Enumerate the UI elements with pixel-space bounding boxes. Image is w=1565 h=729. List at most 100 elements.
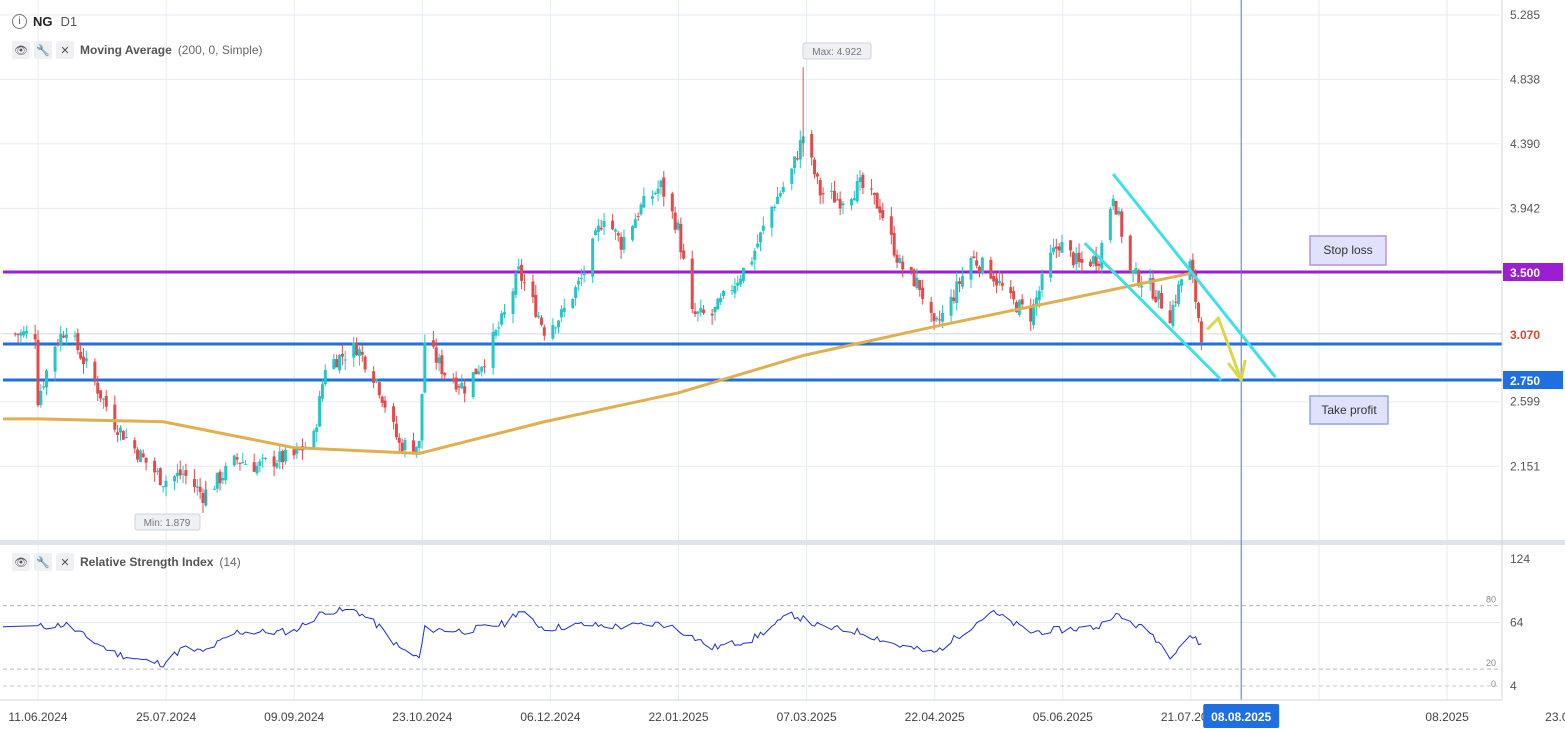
candle-body xyxy=(76,333,80,350)
candle-body xyxy=(79,351,83,359)
eye-icon[interactable]: 👁 xyxy=(12,41,30,59)
candle-body xyxy=(101,398,105,400)
time-tick-label: 05.06.2025 xyxy=(1033,710,1093,724)
candle-body xyxy=(676,222,680,230)
rsi-indicator-header: 👁 🔧 ✕ Relative Strength Index (14) xyxy=(12,553,241,571)
candle-body xyxy=(1074,253,1078,265)
candle-body xyxy=(84,358,88,362)
candle-body xyxy=(45,370,49,388)
stop-loss-label[interactable]: Stop loss xyxy=(1309,235,1387,266)
candle-body xyxy=(238,462,242,464)
candle-body xyxy=(1000,282,1004,286)
candle-body xyxy=(1071,252,1075,266)
candle-body xyxy=(881,210,885,219)
candle-body xyxy=(693,311,697,315)
candle-body xyxy=(460,382,464,389)
candle-body xyxy=(25,330,29,334)
info-icon[interactable]: i xyxy=(12,14,27,29)
candle-body xyxy=(357,349,361,357)
price-tick-label: 4.838 xyxy=(1510,72,1540,86)
candle-body xyxy=(534,294,538,317)
rsi-panel xyxy=(2,605,1500,687)
candle-body xyxy=(861,174,865,189)
candle-body xyxy=(1154,296,1158,302)
candle-body xyxy=(315,427,319,432)
candle-body xyxy=(938,319,942,321)
candle-body xyxy=(463,386,467,394)
candle-body xyxy=(522,282,526,284)
timeframe-label[interactable]: D1 xyxy=(60,14,78,29)
moving-average-line xyxy=(3,271,1191,455)
candle-body xyxy=(978,266,982,273)
candle-body xyxy=(673,212,677,230)
candle-body xyxy=(918,279,922,290)
rsi-tick-label: 124 xyxy=(1510,552,1530,566)
cursor-date-label: 08.08.2025 xyxy=(1211,710,1271,724)
candle-body xyxy=(392,406,396,422)
candle-body xyxy=(960,276,964,287)
candle-body xyxy=(795,158,799,160)
candle-body xyxy=(554,327,558,329)
candle-body xyxy=(136,449,140,460)
candle-body xyxy=(1114,200,1118,215)
eye-icon[interactable]: 👁 xyxy=(12,553,30,571)
candle-body xyxy=(437,357,441,364)
candle-body xyxy=(221,477,225,481)
candle-body xyxy=(650,196,654,199)
candle-body xyxy=(59,333,63,345)
candle-body xyxy=(42,386,46,388)
candle-body xyxy=(830,190,834,192)
candle-body xyxy=(454,377,458,390)
candle-body xyxy=(394,423,398,438)
close-icon[interactable]: ✕ xyxy=(56,553,74,571)
candle-body xyxy=(161,486,165,488)
wrench-icon[interactable]: 🔧 xyxy=(34,41,52,59)
close-icon[interactable]: ✕ xyxy=(56,41,74,59)
chart-header: i NG D1 xyxy=(12,14,77,29)
candle-body xyxy=(1054,246,1058,249)
candle-body xyxy=(511,291,515,314)
candle-body xyxy=(491,332,495,368)
candle-body xyxy=(173,476,177,482)
wrench-icon[interactable]: 🔧 xyxy=(34,553,52,571)
candle-body xyxy=(124,436,128,438)
candle-body xyxy=(417,440,421,448)
price-badge-label: 2.750 xyxy=(1510,374,1540,388)
candle-body xyxy=(929,301,933,313)
candle-body xyxy=(1012,291,1016,300)
candle-body xyxy=(255,465,259,474)
candle-body xyxy=(1197,302,1201,318)
candle-body xyxy=(36,339,40,406)
candle-body xyxy=(972,256,976,259)
candle-body xyxy=(997,280,1001,284)
candle-body xyxy=(497,327,501,329)
candle-body xyxy=(1140,285,1144,288)
candle-body xyxy=(22,331,26,336)
candle-body xyxy=(295,448,299,454)
candle-body xyxy=(56,343,60,345)
candle-body xyxy=(517,266,521,270)
candle-body xyxy=(949,296,953,316)
candle-body xyxy=(480,366,484,372)
candle-body xyxy=(318,396,322,427)
candle-body xyxy=(116,432,120,436)
candle-body xyxy=(682,250,686,259)
candle-body xyxy=(201,493,205,503)
take-profit-label[interactable]: Take profit xyxy=(1309,395,1389,425)
candle-body xyxy=(889,216,893,235)
candle-body xyxy=(175,472,179,477)
candle-body xyxy=(636,216,640,218)
candle-body xyxy=(571,298,575,308)
candle-body xyxy=(33,334,37,340)
rsi-level-label: 80 xyxy=(1486,595,1496,605)
candle-body xyxy=(258,461,262,466)
rsi-indicator-name: Relative Strength Index xyxy=(80,555,214,569)
time-tick-label: 07.03.2025 xyxy=(777,710,837,724)
candle-body xyxy=(838,199,842,209)
candle-body xyxy=(1177,284,1181,304)
candle-body xyxy=(1029,306,1033,322)
time-tick-label: 22.01.2025 xyxy=(648,710,708,724)
candle-body xyxy=(1091,256,1095,264)
